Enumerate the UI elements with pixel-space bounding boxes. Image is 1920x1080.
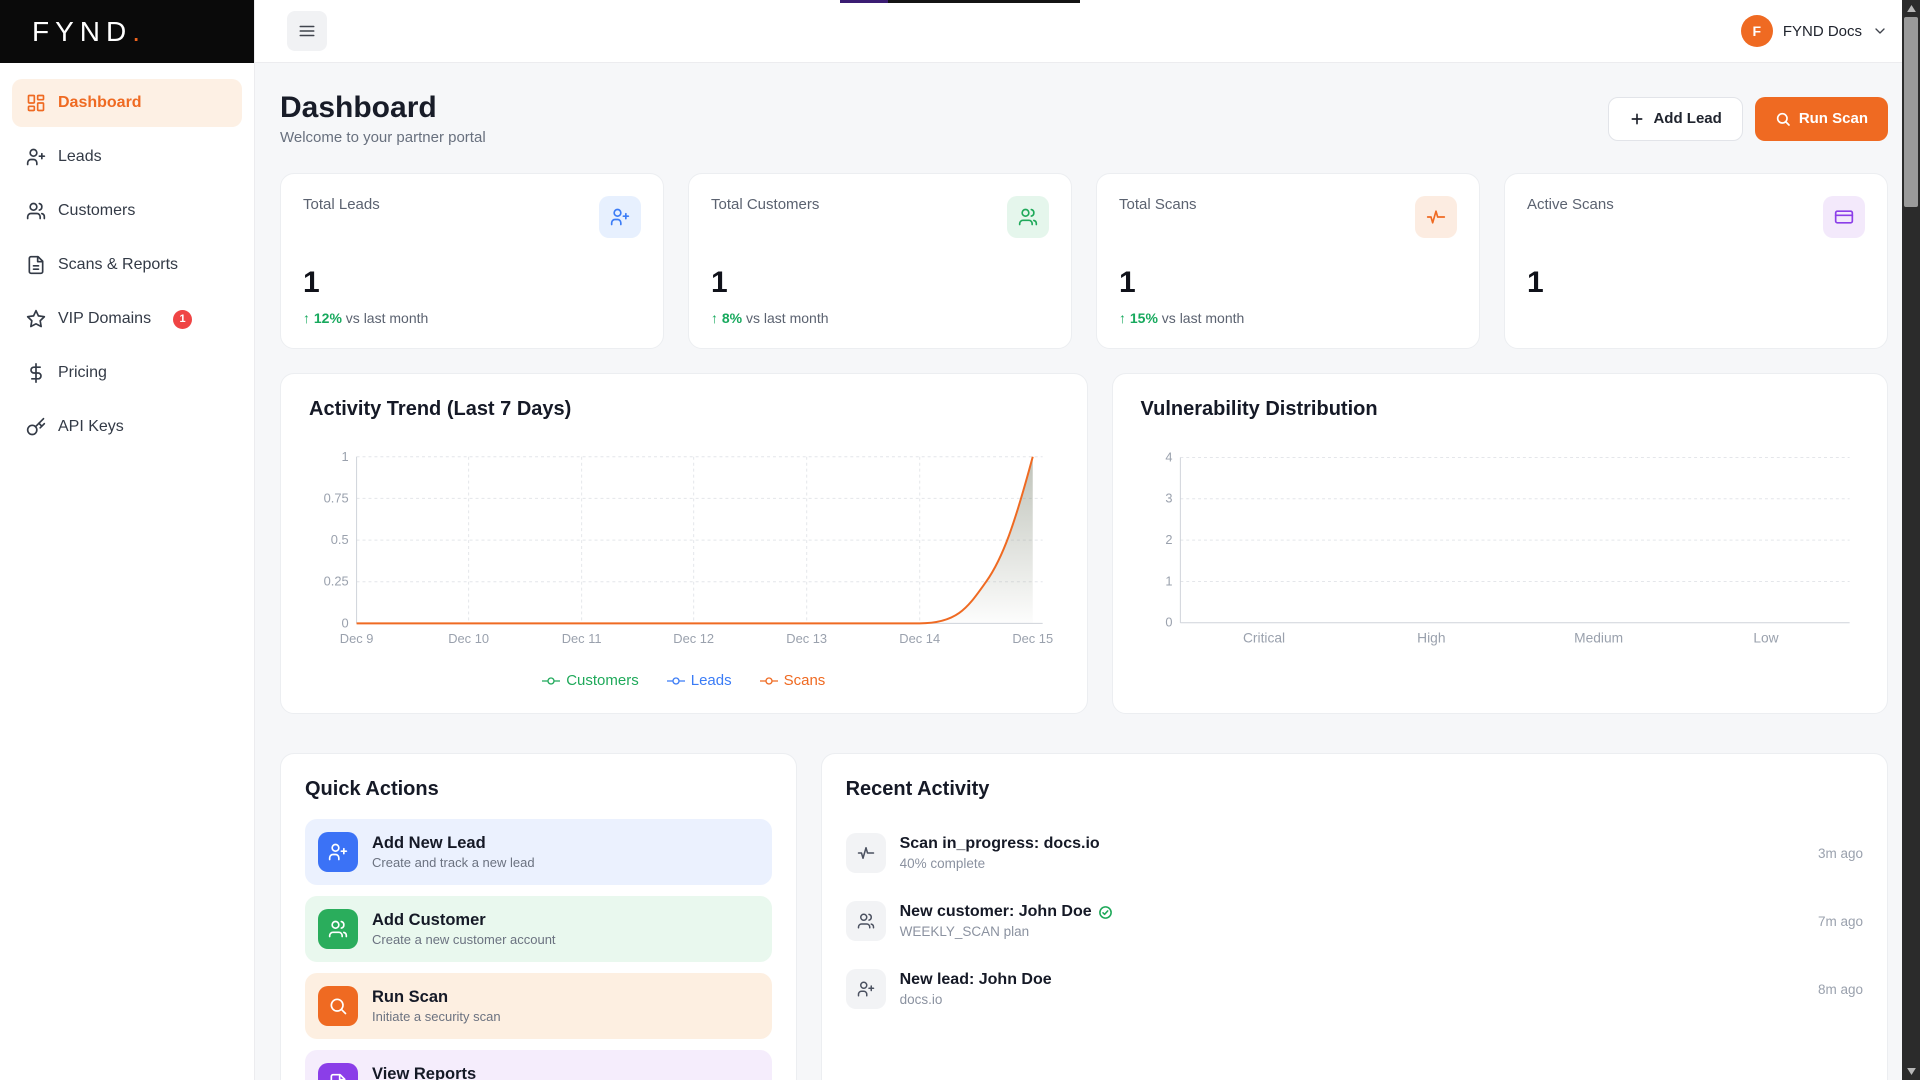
svg-text:0: 0 <box>1165 615 1172 630</box>
svg-text:Dec 10: Dec 10 <box>448 631 489 646</box>
svg-text:0.75: 0.75 <box>324 490 349 505</box>
svg-text:4: 4 <box>1165 449 1172 464</box>
svg-text:Dec 13: Dec 13 <box>786 631 827 646</box>
svg-text:3: 3 <box>1165 491 1172 506</box>
svg-text:Medium: Medium <box>1574 630 1623 645</box>
svg-text:Dec 14: Dec 14 <box>899 631 940 646</box>
svg-text:1: 1 <box>341 449 348 464</box>
svg-text:Dec 15: Dec 15 <box>1012 631 1053 646</box>
svg-text:0: 0 <box>341 615 348 630</box>
svg-text:Low: Low <box>1753 630 1778 645</box>
svg-text:Dec 11: Dec 11 <box>562 631 602 646</box>
svg-text:Dec 12: Dec 12 <box>673 631 714 646</box>
svg-text:1: 1 <box>1165 573 1172 588</box>
svg-text:Dec 9: Dec 9 <box>340 631 374 646</box>
svg-text:High: High <box>1417 630 1445 645</box>
svg-text:0.5: 0.5 <box>331 532 349 547</box>
svg-text:0.25: 0.25 <box>324 574 349 589</box>
svg-text:Critical: Critical <box>1243 630 1285 645</box>
svg-text:2: 2 <box>1165 532 1172 547</box>
